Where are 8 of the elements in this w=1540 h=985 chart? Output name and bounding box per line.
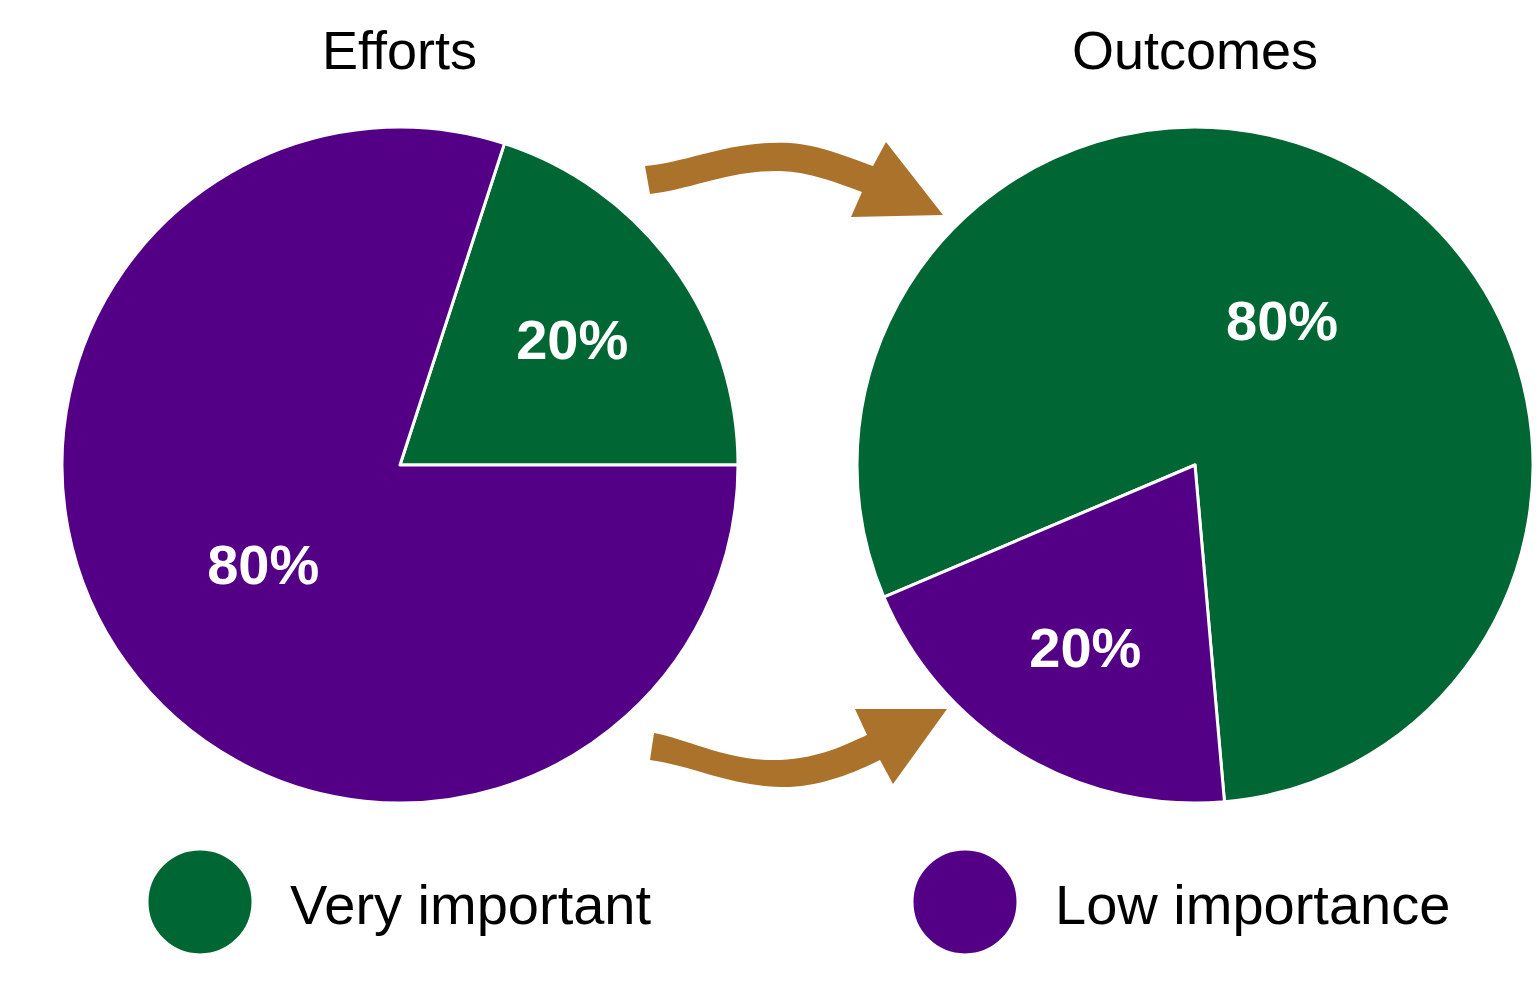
legend-label: Low importance bbox=[1055, 872, 1451, 936]
slice-label: Efforts bbox=[322, 20, 478, 80]
data-label: 20% bbox=[516, 308, 629, 372]
slice-label: Outcomes bbox=[1072, 20, 1319, 80]
data-label: 20% bbox=[1029, 615, 1142, 679]
legend-label: Very important bbox=[290, 872, 652, 936]
data-label: 80% bbox=[1225, 288, 1339, 352]
data-label: 80% bbox=[207, 532, 320, 596]
